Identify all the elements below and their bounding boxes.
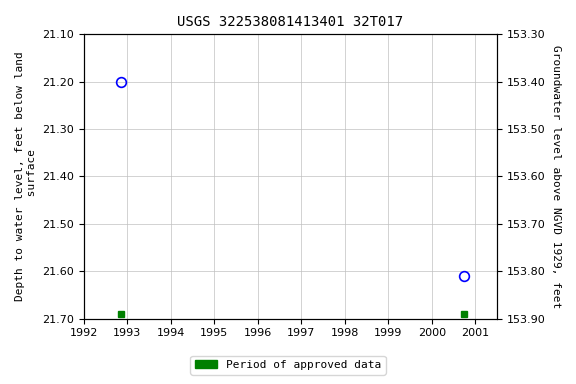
Title: USGS 322538081413401 32T017: USGS 322538081413401 32T017 [177,15,403,29]
Y-axis label: Groundwater level above NGVD 1929, feet: Groundwater level above NGVD 1929, feet [551,45,561,308]
Legend: Period of approved data: Period of approved data [191,356,385,375]
Y-axis label: Depth to water level, feet below land
 surface: Depth to water level, feet below land su… [15,51,37,301]
